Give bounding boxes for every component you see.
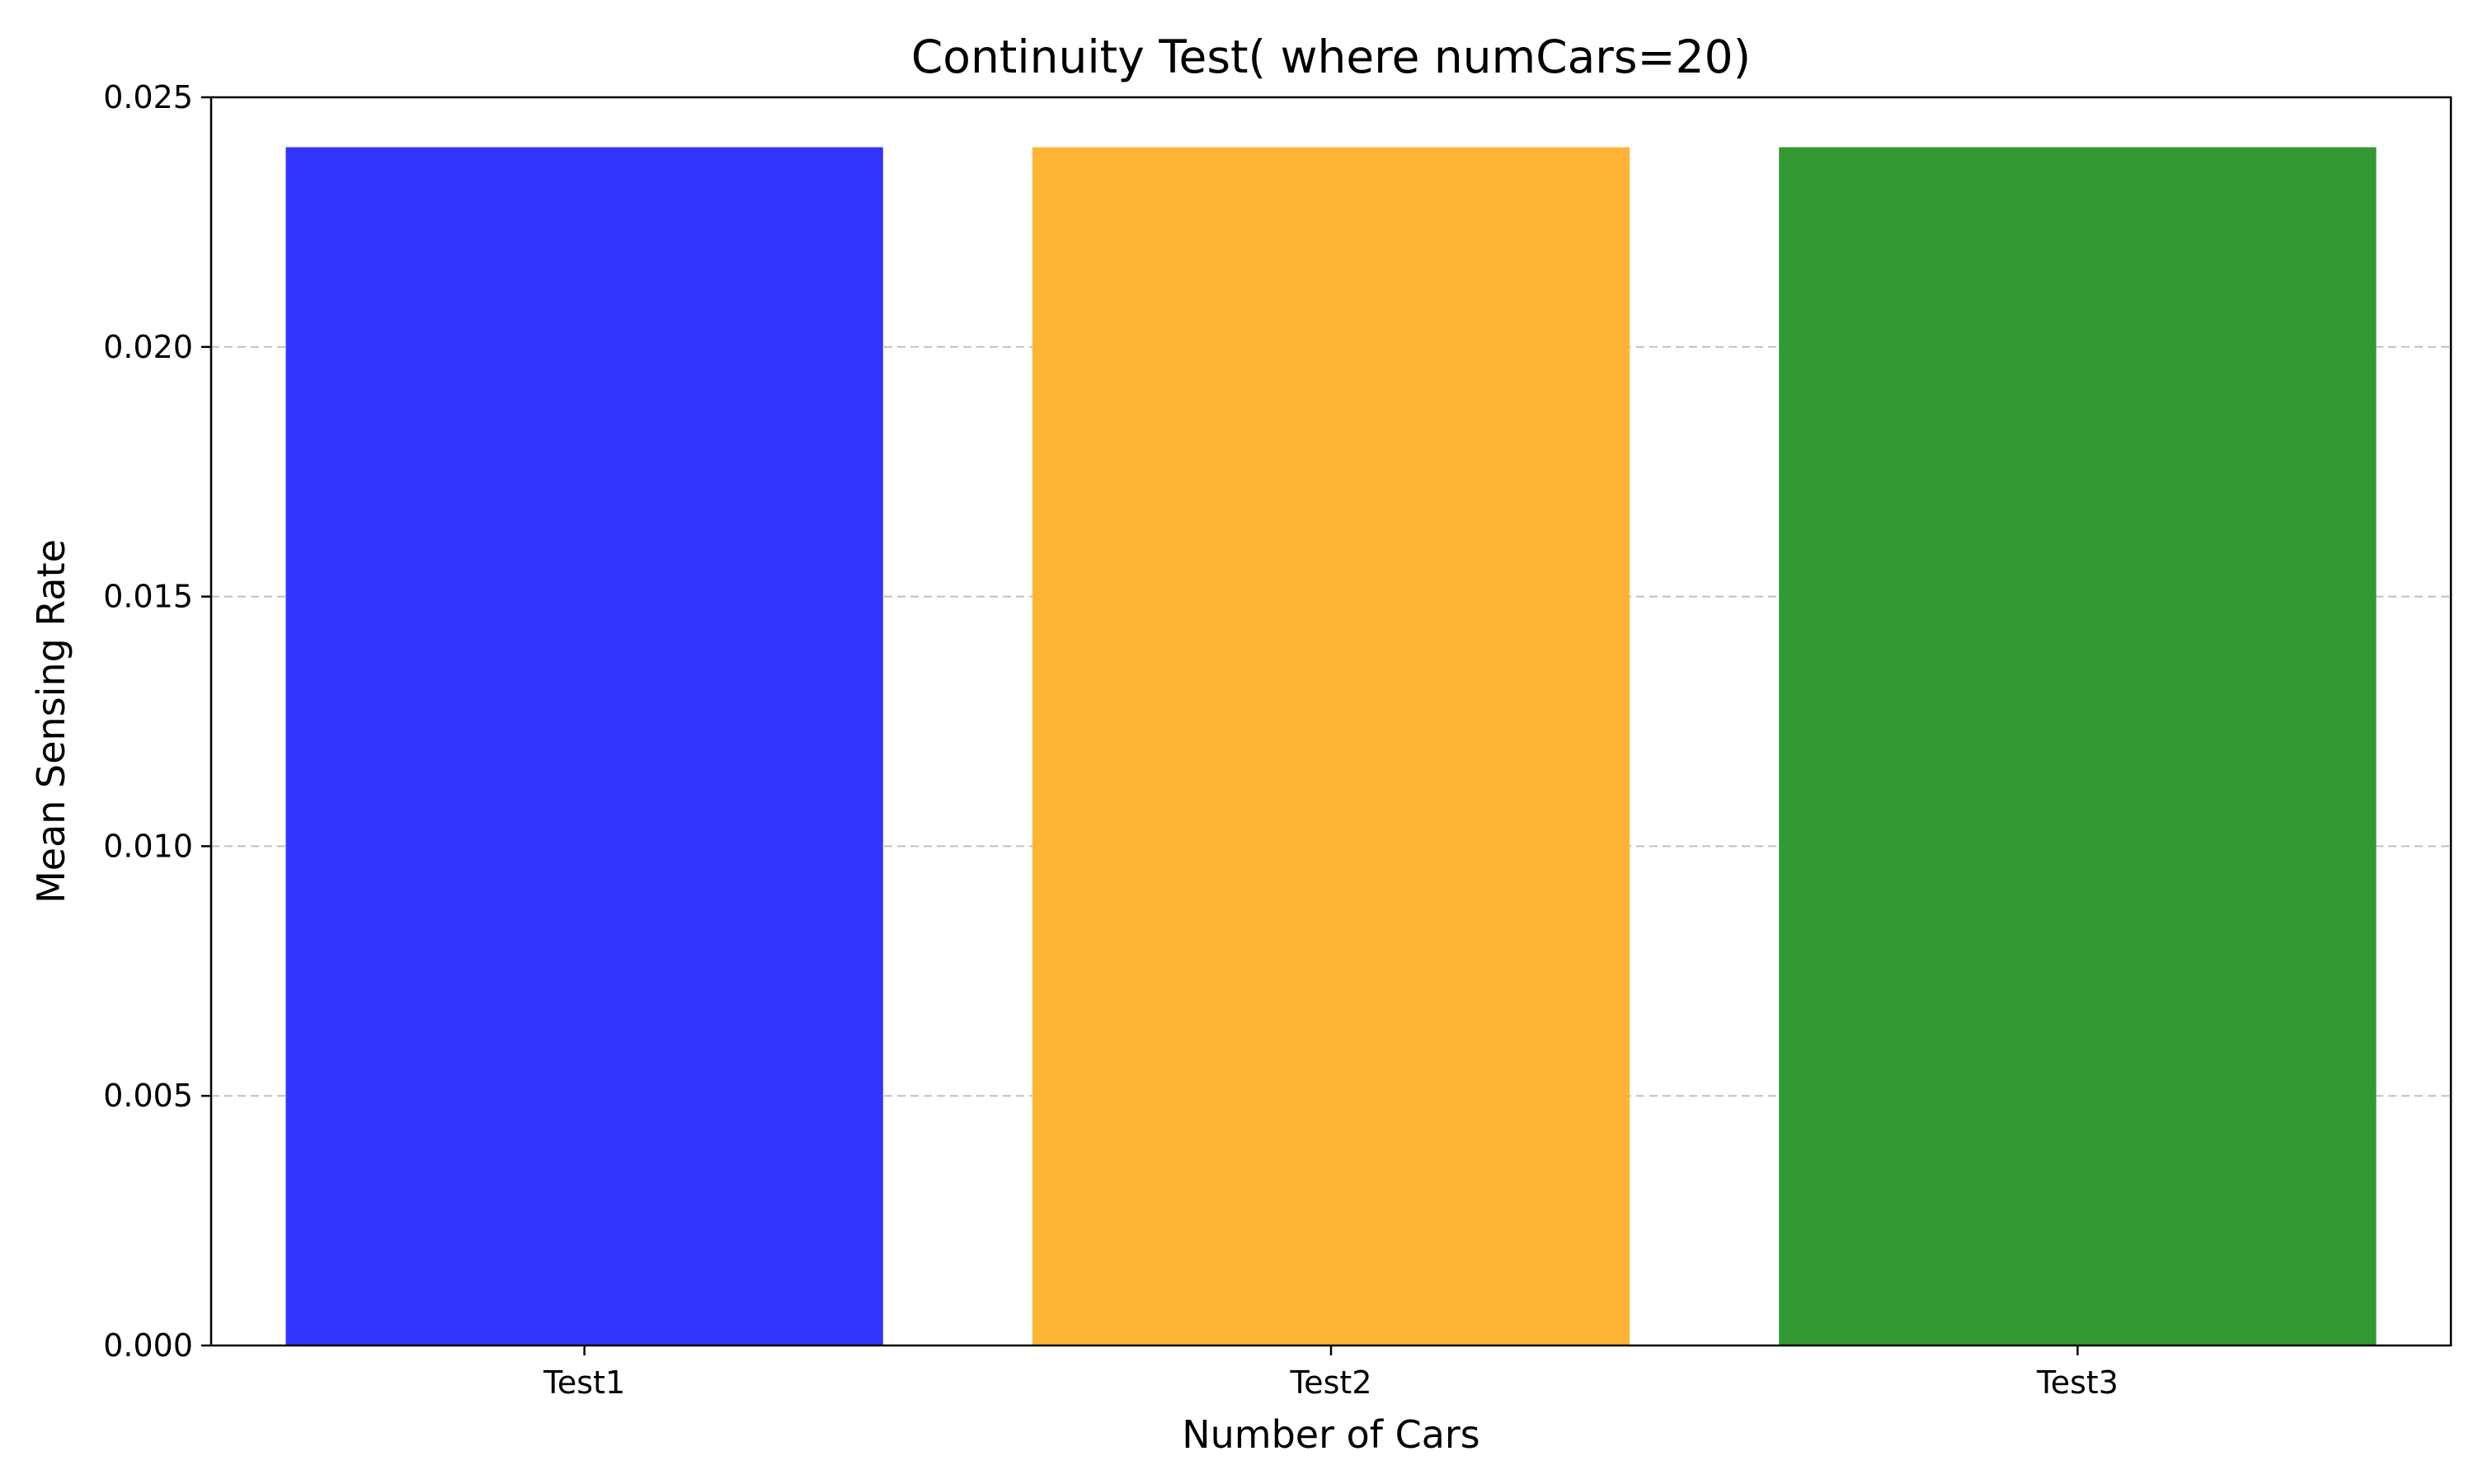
- x-axis-ticks: Test1 Test2 Test3: [543, 1345, 2119, 1401]
- bars: [285, 147, 2377, 1345]
- y-tick-label: 0.005: [103, 1078, 193, 1114]
- x-tick-label: Test2: [1289, 1364, 1371, 1401]
- y-tick-label: 0.015: [103, 579, 193, 615]
- y-axis-ticks: 0.000 0.005 0.010 0.015 0.020 0.025: [103, 79, 211, 1364]
- x-tick-label: Test1: [543, 1364, 625, 1401]
- x-axis-label: Number of Cars: [1182, 1412, 1480, 1457]
- chart-title: Continuity Test( where numCars=20): [911, 31, 1751, 83]
- bar-test1: [285, 147, 883, 1345]
- bar-test3: [1779, 147, 2377, 1345]
- y-tick-label: 0.000: [103, 1327, 193, 1364]
- y-tick-label: 0.010: [103, 828, 193, 864]
- bar-test2: [1032, 147, 1630, 1345]
- y-tick-label: 0.025: [103, 79, 193, 115]
- x-tick-label: Test3: [2036, 1364, 2119, 1401]
- y-tick-label: 0.020: [103, 329, 193, 365]
- y-axis-label: Mean Sensing Rate: [29, 539, 73, 904]
